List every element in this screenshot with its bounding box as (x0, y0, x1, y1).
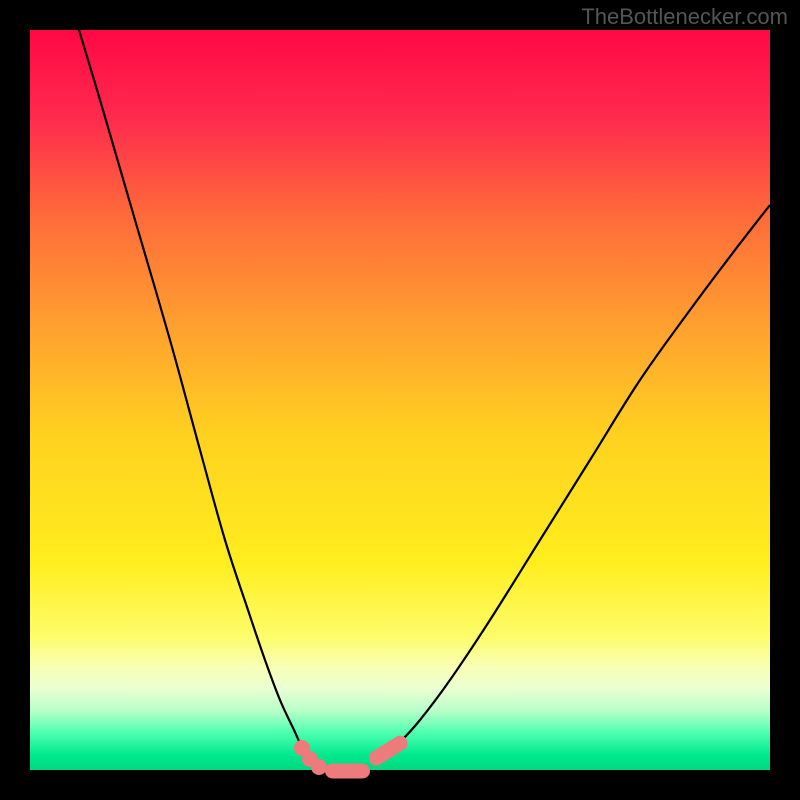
bottleneck-chart (0, 0, 800, 800)
chart-frame: TheBottlenecker.com (0, 0, 800, 800)
valley-dot (311, 759, 327, 775)
valley-bar-bottom (325, 764, 370, 779)
plot-area (30, 30, 770, 770)
watermark-text: TheBottlenecker.com (581, 4, 788, 30)
